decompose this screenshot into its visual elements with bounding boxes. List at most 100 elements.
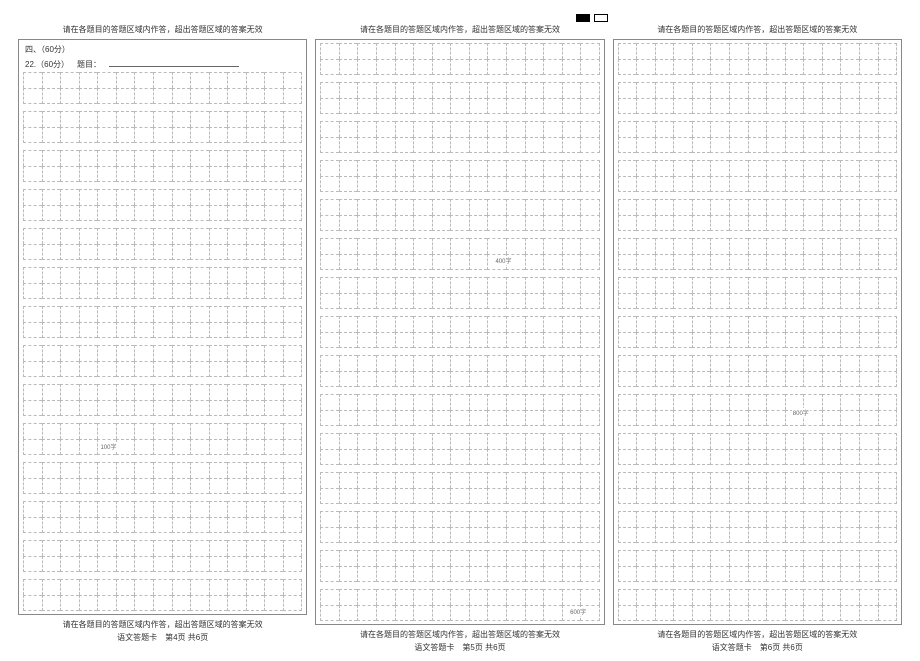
manuscript-cell xyxy=(618,82,637,98)
manuscript-cell xyxy=(878,433,898,449)
cell-row xyxy=(618,98,897,114)
manuscript-cell xyxy=(785,176,804,192)
manuscript-cell xyxy=(840,589,859,605)
manuscript-cell xyxy=(785,472,804,488)
manuscript-cell xyxy=(432,566,451,582)
cell-row xyxy=(618,410,897,426)
manuscript-cell xyxy=(339,433,358,449)
manuscript-cell xyxy=(710,371,729,387)
manuscript-cell xyxy=(116,595,135,611)
manuscript-cell xyxy=(320,355,339,371)
manuscript-cell xyxy=(339,121,358,137)
manuscript-cell xyxy=(42,540,61,556)
manuscript-cell xyxy=(803,137,822,153)
manuscript-cell xyxy=(655,316,674,332)
manuscript-cell xyxy=(134,283,153,299)
manuscript-cell xyxy=(320,43,339,59)
row-group xyxy=(23,189,302,221)
manuscript-cell xyxy=(320,410,339,426)
manuscript-cell xyxy=(469,199,488,215)
manuscript-cell xyxy=(246,150,265,166)
manuscript-cell xyxy=(153,400,172,416)
manuscript-cell xyxy=(357,371,376,387)
manuscript-cell xyxy=(79,423,98,439)
manuscript-cell xyxy=(729,59,748,75)
cell-row xyxy=(320,449,599,465)
manuscript-cell xyxy=(97,579,116,595)
manuscript-cell xyxy=(172,283,191,299)
manuscript-cell xyxy=(525,433,544,449)
manuscript-cell xyxy=(636,176,655,192)
manuscript-cell xyxy=(618,238,637,254)
manuscript-cell xyxy=(729,488,748,504)
manuscript-cell xyxy=(79,322,98,338)
manuscript-cell xyxy=(23,72,42,88)
manuscript-cell xyxy=(395,332,414,348)
manuscript-cell xyxy=(42,462,61,478)
manuscript-cell xyxy=(655,277,674,293)
manuscript-cell xyxy=(822,589,841,605)
manuscript-cell xyxy=(878,394,898,410)
manuscript-cell xyxy=(395,176,414,192)
manuscript-cell xyxy=(469,316,488,332)
manuscript-cell xyxy=(376,449,395,465)
manuscript-cell xyxy=(878,527,898,543)
manuscript-cell xyxy=(785,98,804,114)
cell-row xyxy=(618,316,897,332)
manuscript-cell xyxy=(636,59,655,75)
manuscript-cell xyxy=(729,176,748,192)
manuscript-cell xyxy=(543,371,562,387)
manuscript-cell xyxy=(79,345,98,361)
manuscript-cell xyxy=(525,199,544,215)
cell-row xyxy=(320,550,599,566)
manuscript-cell xyxy=(413,215,432,231)
manuscript-cell xyxy=(116,127,135,143)
manuscript-cell xyxy=(153,579,172,595)
cell-row xyxy=(23,244,302,260)
manuscript-cell xyxy=(673,449,692,465)
manuscript-cell xyxy=(190,205,209,221)
manuscript-cell xyxy=(859,215,878,231)
manuscript-cell xyxy=(766,410,785,426)
manuscript-cell xyxy=(729,82,748,98)
manuscript-cell xyxy=(116,72,135,88)
manuscript-cell xyxy=(42,267,61,283)
manuscript-cell xyxy=(618,550,637,566)
manuscript-cell xyxy=(525,332,544,348)
manuscript-cell xyxy=(413,410,432,426)
manuscript-cell xyxy=(246,72,265,88)
manuscript-cell xyxy=(580,433,600,449)
cell-row xyxy=(618,293,897,309)
manuscript-cell xyxy=(153,228,172,244)
cell-row xyxy=(23,150,302,166)
cell-row xyxy=(320,316,599,332)
manuscript-cell xyxy=(116,228,135,244)
manuscript-cell xyxy=(357,394,376,410)
cell-row xyxy=(23,205,302,221)
manuscript-cell xyxy=(320,199,339,215)
manuscript-cell xyxy=(673,43,692,59)
manuscript-cell xyxy=(878,160,898,176)
manuscript-cell xyxy=(23,556,42,572)
row-group xyxy=(320,82,599,114)
manuscript-cell xyxy=(23,384,42,400)
manuscript-cell xyxy=(264,72,283,88)
manuscript-cell xyxy=(190,111,209,127)
manuscript-cell xyxy=(580,160,600,176)
manuscript-cell xyxy=(116,345,135,361)
manuscript-cell xyxy=(283,361,303,377)
manuscript-cell xyxy=(283,72,303,88)
manuscript-cell xyxy=(432,293,451,309)
manuscript-cell xyxy=(487,199,506,215)
cell-row xyxy=(320,121,599,137)
manuscript-cell xyxy=(320,488,339,504)
manuscript-cell xyxy=(748,332,767,348)
manuscript-cell xyxy=(506,394,525,410)
manuscript-cell xyxy=(710,293,729,309)
manuscript-cell xyxy=(487,176,506,192)
manuscript-cell xyxy=(878,59,898,75)
manuscript-cell xyxy=(673,176,692,192)
manuscript-cell xyxy=(562,59,581,75)
manuscript-cell xyxy=(153,478,172,494)
manuscript-cell xyxy=(859,316,878,332)
